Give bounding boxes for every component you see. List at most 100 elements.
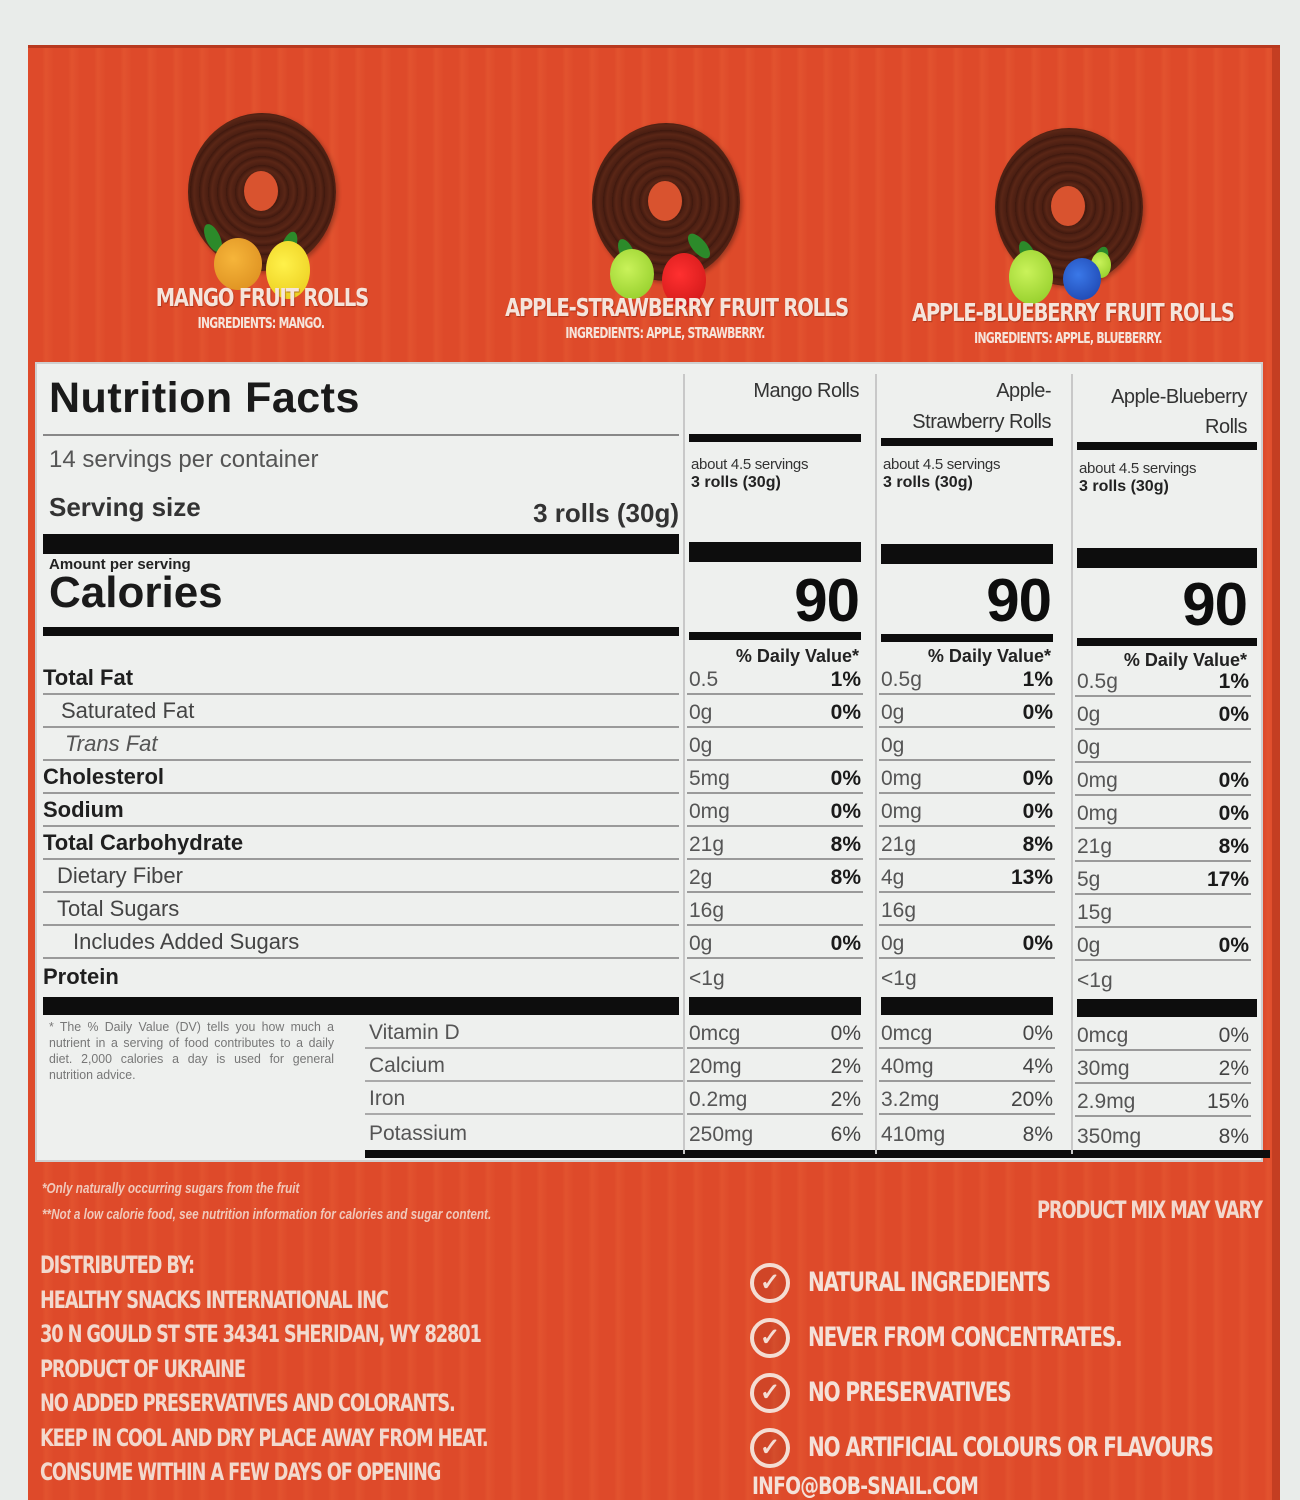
vitamin-value-row: 0.2mg 2% — [687, 1082, 863, 1115]
product-name: MANGO FRUIT ROLLS — [155, 283, 369, 312]
distributor-line: DISTRIBUTED BY: — [40, 1251, 195, 1279]
column-serving-size: 3 rolls (30g) — [883, 474, 973, 491]
vitamin-value-row: 410mg 8% — [881, 1123, 1053, 1146]
column-name-line1: Apple-Blueberry — [1111, 386, 1247, 408]
medium-divider — [43, 627, 679, 636]
value-row: 0g 0% — [879, 926, 1055, 959]
product-ingredients: INGREDIENTS: APPLE, STRAWBERRY. — [565, 324, 765, 342]
vitamin-row-vitamin-d: Vitamin D — [365, 1016, 685, 1049]
product-ingredients: INGREDIENTS: MANGO. — [197, 314, 325, 332]
column-calories: 90 — [986, 567, 1052, 634]
vitamin-value-row: 30mg 2% — [1075, 1051, 1251, 1084]
sugars-note: *Only naturally occurring sugars from th… — [42, 1180, 300, 1197]
bottom-divider — [365, 1150, 1270, 1158]
value-row: <1g — [689, 967, 725, 990]
serving-size-label: Serving size — [49, 492, 201, 522]
vitamin-value-row: 3.2mg 20% — [879, 1082, 1055, 1115]
check-circle-icon: ✓ — [750, 1262, 790, 1303]
value-row: 4g 13% — [879, 860, 1055, 893]
column-calories: 90 — [794, 567, 860, 634]
nutrient-row-added-sugars: Includes Added Sugars — [43, 926, 679, 959]
product-mix-note: PRODUCT MIX MAY VARY — [1037, 1196, 1263, 1224]
vitamin-value-row: 2.9mg 15% — [1075, 1084, 1251, 1117]
claim-item: ✓ NO PRESERVATIVES — [750, 1365, 1300, 1420]
apple-strawberry-roll-image — [580, 123, 750, 307]
nutrient-row-protein: Protein — [43, 964, 119, 989]
column-servings: about 4.5 servings — [883, 456, 1001, 473]
product-mango: MANGO FRUIT ROLLS INGREDIENTS: MANGO. — [126, 113, 396, 332]
check-circle-icon: ✓ — [750, 1372, 790, 1413]
nutrient-row-dietary-fiber: Dietary Fiber — [43, 860, 679, 893]
column-dv-header: % Daily Value* — [735, 646, 859, 666]
column-name: Mango Rolls — [753, 380, 859, 402]
distributor-info: DISTRIBUTED BY: HEALTHY SNACKS INTERNATI… — [40, 1248, 645, 1490]
column-serving-size: 3 rolls (30g) — [1079, 478, 1169, 495]
nutrient-row-sodium: Sodium — [43, 794, 679, 827]
distributor-line: PRODUCT OF UKRAINE — [40, 1354, 246, 1383]
nutrient-row-cholesterol: Cholesterol — [43, 761, 679, 794]
contact-email: INFO@BOB-SNAIL.COM — [752, 1472, 979, 1500]
column-name-line2: Strawberry Rolls — [912, 411, 1051, 433]
value-row: 0g 0% — [687, 926, 863, 959]
product-claims: ✓ NATURAL INGREDIENTS ✓ NEVER FROM CONCE… — [750, 1255, 1300, 1475]
vitamin-value-row: 250mg 6% — [689, 1123, 861, 1146]
product-name: APPLE-BLUEBERRY FRUIT ROLLS — [912, 298, 1235, 327]
value-row: 0g — [687, 728, 863, 761]
column-calories: 90 — [1182, 571, 1248, 638]
amount-per-serving: Amount per serving — [49, 556, 191, 573]
value-row: 0mg 0% — [1075, 796, 1251, 829]
check-circle-icon: ✓ — [750, 1427, 790, 1468]
check-circle-icon: ✓ — [750, 1317, 790, 1358]
value-row: 21g 8% — [1075, 829, 1251, 862]
thick-divider — [43, 997, 679, 1015]
vitamin-row-calcium: Calcium — [365, 1049, 685, 1082]
distributor-line: HEALTHY SNACKS INTERNATIONAL INC — [40, 1285, 389, 1314]
value-row: 0g 0% — [1075, 928, 1251, 961]
column-dv-header: % Daily Value* — [927, 646, 1051, 666]
mango-roll-image — [176, 113, 346, 299]
divider — [43, 434, 679, 436]
vitamin-row-potassium: Potassium — [369, 1122, 468, 1145]
serving-size-value: 3 rolls (30g) — [533, 498, 679, 528]
claim-item: ✓ NO ARTIFICIAL COLOURS OR FLAVOURS — [750, 1420, 1300, 1475]
column-servings: about 4.5 servings — [1079, 460, 1197, 477]
value-row: 0mg 0% — [687, 794, 863, 827]
vitamin-value-row: 20mg 2% — [687, 1049, 863, 1082]
nutrient-row-total-sugars: Total Sugars — [43, 893, 679, 926]
value-row: 0g 0% — [1075, 697, 1251, 730]
value-row: 0g — [1075, 730, 1251, 763]
vitamin-value-row: 0mcg 0% — [879, 1016, 1055, 1049]
value-row: 16g — [879, 893, 1055, 926]
distributor-line: KEEP IN COOL AND DRY PLACE AWAY FROM HEA… — [40, 1423, 489, 1452]
value-row: 5mg 0% — [687, 761, 863, 794]
column-serving-size: 3 rolls (30g) — [691, 474, 781, 491]
column-name-line1: Apple- — [996, 380, 1051, 402]
column-apple-blueberry-rolls: Apple-Blueberry Rolls about 4.5 servings… — [1071, 374, 1257, 1154]
value-row: <1g — [881, 967, 917, 990]
value-row: 2g 8% — [687, 860, 863, 893]
value-row: <1g — [1077, 969, 1113, 992]
value-row: 21g 8% — [879, 827, 1055, 860]
column-servings: about 4.5 servings — [691, 456, 809, 473]
nutrient-row-total-fat: Total Fat — [43, 662, 679, 695]
value-row: 0.5 1% — [687, 662, 863, 695]
value-row: 21g 8% — [687, 827, 863, 860]
column-name-line2: Rolls — [1205, 416, 1247, 438]
calorie-note: **Not a low calorie food, see nutrition … — [42, 1206, 492, 1223]
vitamin-value-row: 0mcg 0% — [687, 1016, 863, 1049]
product-ingredients: INGREDIENTS: APPLE, BLUEBERRY. — [974, 329, 1162, 347]
servings-per-container: 14 servings per container — [49, 446, 319, 473]
vitamin-value-row: 0mcg 0% — [1075, 1018, 1251, 1051]
apple-blueberry-roll-image — [983, 128, 1153, 304]
value-row: 0g — [879, 728, 1055, 761]
value-row: 5g 17% — [1075, 862, 1251, 895]
calories-label: Calories — [49, 568, 223, 617]
nutrient-row-total-carbohydrate: Total Carbohydrate — [43, 827, 679, 860]
value-row: 0mg 0% — [879, 794, 1055, 827]
column-mango-rolls: Mango Rolls about 4.5 servings 3 rolls (… — [683, 374, 863, 1154]
product-apple-blueberry: APPLE-BLUEBERRY FRUIT ROLLS INGREDIENTS:… — [868, 128, 1268, 347]
distributor-line: CONSUME WITHIN A FEW DAYS OF OPENING — [40, 1458, 441, 1486]
value-row: 0g 0% — [687, 695, 863, 728]
column-apple-strawberry-rolls: Apple- Strawberry Rolls about 4.5 servin… — [875, 374, 1055, 1154]
value-row: 0mg 0% — [879, 761, 1055, 794]
